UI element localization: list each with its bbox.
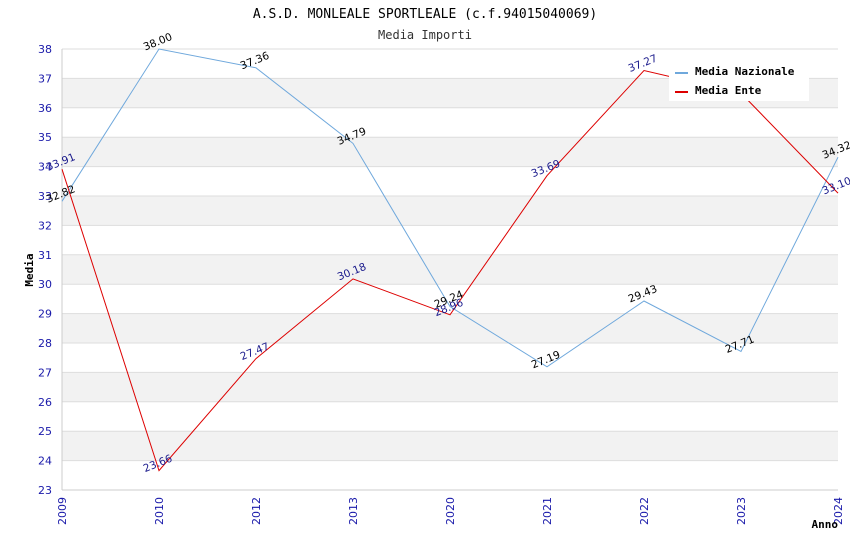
x-tick-label: 2022 bbox=[638, 497, 651, 525]
gridlines bbox=[62, 48, 838, 491]
y-axis-label: Media bbox=[23, 253, 36, 286]
y-tick-label: 30 bbox=[38, 278, 52, 291]
y-tick-label: 36 bbox=[38, 102, 52, 115]
y-tick-label: 28 bbox=[38, 337, 52, 350]
data-label: 33.91 bbox=[45, 151, 77, 173]
x-axis-label: Anno bbox=[812, 518, 839, 531]
axes bbox=[61, 49, 838, 491]
x-tick-label: 2023 bbox=[735, 497, 748, 525]
y-tick-label: 24 bbox=[38, 455, 52, 468]
x-tick-labels: 2009 2010 2012 2013 2020 2021 2022 2023 2024 bbox=[56, 497, 845, 525]
y-tick-label: 23 bbox=[38, 484, 52, 497]
grid-band bbox=[62, 137, 838, 167]
y-tick-label: 37 bbox=[38, 72, 52, 85]
legend-entry-ente: Media Ente bbox=[695, 84, 762, 97]
grid-band bbox=[62, 254, 838, 285]
grid-band bbox=[62, 196, 838, 226]
legend: Media Nazionale Media Ente bbox=[669, 59, 809, 101]
grid-band bbox=[62, 372, 838, 402]
y-tick-label: 38 bbox=[38, 43, 52, 56]
x-tick-label: 2024 bbox=[832, 497, 845, 525]
legend-box bbox=[669, 59, 809, 101]
y-tick-label: 27 bbox=[38, 366, 52, 379]
y-tick-label: 31 bbox=[38, 249, 52, 262]
chart-title: A.S.D. MONLEALE SPORTLEALE (c.f.94015040… bbox=[253, 7, 597, 22]
y-tick-label: 25 bbox=[38, 425, 52, 438]
background-bands bbox=[62, 78, 838, 461]
series-line-nazionale bbox=[61, 48, 839, 368]
y-tick-label: 35 bbox=[38, 131, 52, 144]
x-tick-label: 2020 bbox=[444, 497, 457, 525]
y-tick-label: 26 bbox=[38, 396, 52, 409]
data-label: 33.10 bbox=[821, 175, 850, 197]
x-tick-label: 2013 bbox=[347, 497, 360, 525]
data-label: 37.36 bbox=[239, 50, 272, 73]
y-tick-labels: 23 24 25 26 27 28 29 30 31 32 33 34 35 36 37 38 bbox=[38, 43, 52, 497]
chart-subtitle: Media Importi bbox=[378, 28, 472, 42]
x-tick-label: 2012 bbox=[250, 497, 263, 525]
y-tick-label: 32 bbox=[38, 219, 52, 232]
x-tick-label: 2009 bbox=[56, 497, 69, 525]
grid-band bbox=[62, 313, 838, 343]
y-tick-label: 33 bbox=[38, 190, 52, 203]
grid-band bbox=[62, 431, 838, 461]
y-tick-label: 29 bbox=[38, 308, 52, 321]
legend-entry-nazionale: Media Nazionale bbox=[695, 65, 795, 78]
y-tick-label: 34 bbox=[38, 161, 52, 174]
x-tick-label: 2010 bbox=[153, 497, 166, 525]
data-label: 27.19 bbox=[530, 349, 562, 371]
x-tick-label: 2021 bbox=[541, 497, 554, 525]
